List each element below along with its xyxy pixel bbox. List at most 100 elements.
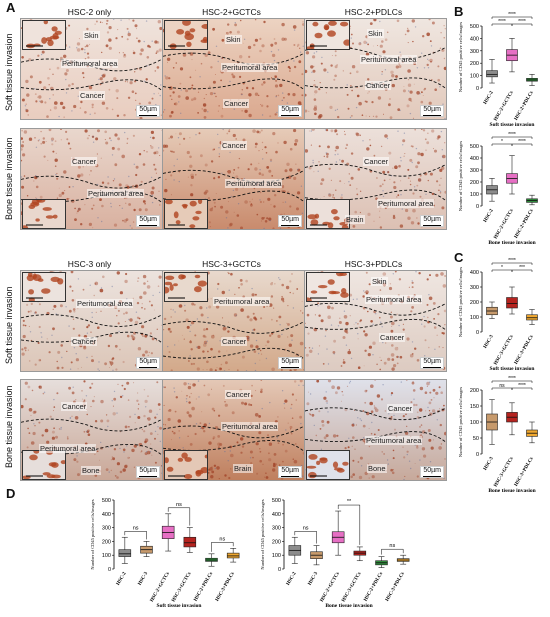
box (486, 70, 498, 78)
scale-bar: 50µm (278, 466, 302, 478)
significance-bracket (511, 143, 533, 146)
box (506, 297, 518, 309)
column-title: HSC-3+GCTCs (202, 259, 261, 269)
region-label: Peritumoral area (221, 63, 279, 72)
panel-b-letter: B (454, 4, 464, 19)
region-label: Bone (81, 466, 101, 475)
row-label: Soft tissue invasion (4, 33, 14, 111)
y-tick-label: 100 (470, 420, 479, 426)
region-label: Skin (225, 35, 242, 44)
y-tick-label: 300 (470, 49, 479, 55)
category-label: HSC-3 (483, 456, 495, 471)
category-label: HSC-2+GCTCs (494, 208, 515, 240)
micrograph-tile: Skin Peritumoral area Cancer 50µm (304, 18, 447, 120)
region-label: Cancer (221, 337, 248, 346)
significance-bracket (491, 262, 533, 265)
y-tick-label: 200 (102, 539, 111, 545)
region-label: Peritumoral area (377, 199, 435, 208)
y-axis-label: Number of CD45 positive cells/images (458, 22, 463, 92)
category-label: HSC-2+PDLCs (514, 90, 535, 121)
category-label: HSC-2 (483, 90, 495, 105)
scale-bar: 50µm (420, 357, 444, 369)
significance-bracket (337, 504, 361, 545)
region-label: Peritumoral area (76, 299, 134, 308)
significance-label: **** (518, 19, 526, 25)
column-title: HSC-2+GCTCs (202, 7, 261, 17)
significance-label: **** (518, 139, 526, 145)
significance-label: **** (508, 376, 516, 382)
significance-label: **** (508, 132, 516, 138)
y-tick-label: 0 (476, 330, 479, 336)
y-tick-label: 0 (278, 567, 281, 573)
region-label: Cancer (387, 404, 414, 413)
category-label: HSC-3+PDLCs (514, 334, 535, 365)
chart-svg: 0 50 100 150 200 Number of CD45 positive cell… (458, 376, 538, 494)
significance-label: *** (519, 265, 525, 271)
significance-label: * (501, 265, 503, 271)
magnified-inset (164, 272, 208, 302)
x-axis-label: Bone tissue invasion (325, 603, 372, 609)
region-label: Skin (367, 29, 384, 38)
region-label: Cancer (221, 141, 248, 150)
y-tick-label: 100 (102, 553, 111, 559)
panel-d-letter: D (6, 486, 16, 501)
scale-bar: 50µm (136, 357, 160, 369)
y-tick-label: 300 (272, 526, 281, 532)
magnified-inset (22, 450, 66, 480)
region-label: Cancer (379, 333, 406, 342)
chart-c-bone: 0 50 100 150 200 Number of CD45 positive cell… (456, 374, 546, 499)
chart-svg: 0 100 200 300 400 Number of CD45 positive cel… (458, 258, 538, 372)
y-tick-label: 500 (272, 498, 281, 504)
category-label: HSC-2+GCTCs (494, 90, 515, 122)
scale-bar: 50µm (420, 215, 444, 227)
region-label: Peritumoral area (213, 297, 271, 306)
significance-bracket (124, 531, 147, 540)
box (183, 536, 197, 548)
chart-d-soft: 0 100 200 300 400 500 Number of CD45 positive … (88, 484, 248, 614)
significance-bracket (511, 269, 533, 272)
category-label: HSC-3 (483, 334, 495, 349)
y-tick-label: 500 (102, 498, 111, 504)
magnified-inset (306, 20, 350, 50)
category-label: HSC-3+GCTCs (494, 456, 515, 488)
micrograph-tile: Cancer Peritumoral area 50µm (20, 128, 163, 230)
significance-bracket (167, 507, 191, 526)
y-tick-label: 400 (470, 36, 479, 42)
region-label: Cancer (223, 99, 250, 108)
category-label: HSC-2+PDLCs (193, 571, 214, 602)
chart-svg: 0 100 200 300 400 500 Number of CD45 positive … (260, 498, 410, 609)
row-label: Bone tissue invasion (4, 137, 14, 221)
chart-svg: 0 100 200 300 400 500 Number of CD45 positive … (458, 12, 538, 128)
scale-bar: 50µm (136, 215, 160, 227)
column-title: HSC-2+PDLCs (344, 7, 403, 17)
significance-label: **** (508, 12, 516, 18)
region-label: Skin (83, 31, 100, 40)
region-label: Skin (371, 277, 388, 286)
magnified-inset (306, 199, 350, 229)
significance-bracket (511, 23, 533, 26)
y-tick-label: 500 (470, 144, 479, 150)
significance-label: ns (389, 543, 395, 549)
y-axis-label: Number of CD45 positive cells/images (260, 499, 265, 569)
chart-b-soft: 0 100 200 300 400 500 Number of CD45 positive … (456, 10, 546, 133)
y-axis-label: Number of CD45 positive cells/images (458, 267, 463, 337)
category-label: HSC-2+PDLCs (514, 208, 535, 239)
y-tick-label: 0 (476, 86, 479, 92)
scale-bar: 50µm (420, 105, 444, 117)
micrograph-tile: Skin Peritumoral area Cancer 50µm (20, 18, 163, 120)
magnified-inset (22, 20, 66, 50)
y-tick-label: 400 (102, 512, 111, 518)
significance-bracket (511, 387, 533, 390)
x-axis-label: Soft tissue invasion (490, 366, 535, 372)
magnified-inset (306, 450, 350, 480)
column-title: HSC-3+PDLCs (344, 259, 403, 269)
magnified-inset (164, 20, 208, 50)
category-label: HSC-3 (138, 571, 150, 586)
scale-bar: 50µm (278, 215, 302, 227)
region-label: Bone (367, 464, 387, 473)
y-tick-label: 100 (470, 315, 479, 321)
y-axis-label: Number of CD45 positive cells/images (458, 387, 463, 457)
chart-d-bone: 0 100 200 300 400 500 Number of CD45 positive … (258, 484, 418, 614)
region-label: Brain (345, 215, 365, 224)
box (118, 549, 132, 557)
